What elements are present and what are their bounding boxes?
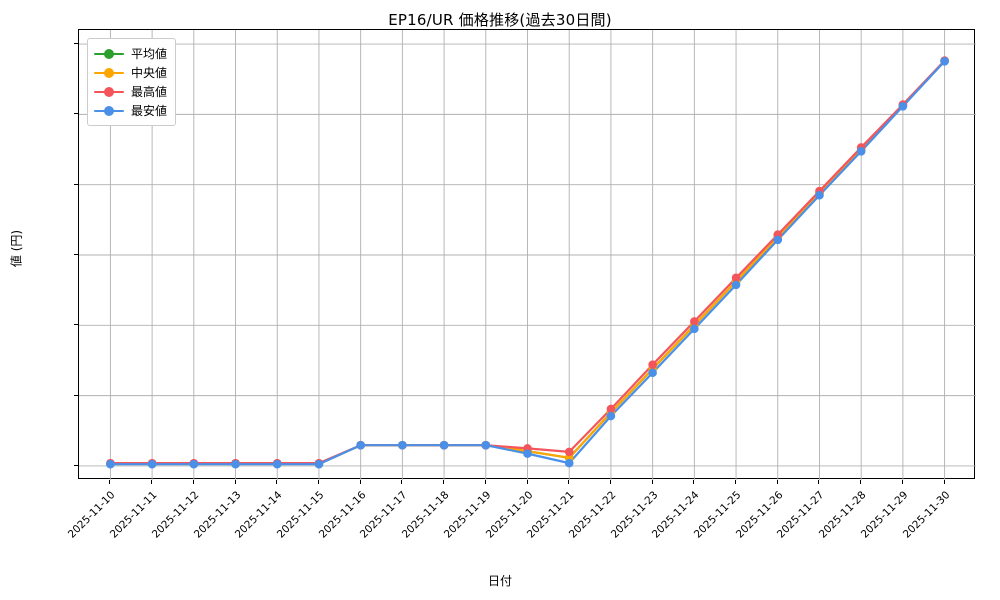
x-tick-mark [234, 480, 236, 484]
y-tick-mark [74, 254, 78, 255]
legend-swatch [94, 67, 124, 79]
legend-label: 中央値 [131, 66, 168, 80]
x-tick-mark [359, 480, 361, 484]
data-point [147, 459, 157, 469]
x-tick-mark [443, 480, 445, 484]
data-point [648, 360, 657, 369]
data-point [731, 280, 741, 290]
y-tick-mark [74, 464, 78, 466]
data-point [648, 368, 657, 378]
legend-marker-dot [104, 86, 114, 97]
data-point [940, 56, 949, 66]
legend-label: 平均値 [131, 47, 168, 61]
x-tick-mark [901, 480, 903, 484]
plot-area [78, 29, 976, 480]
legend-swatch [94, 48, 124, 60]
legend-item[interactable]: 最安値 [94, 101, 167, 120]
chart-legend: 平均値中央値最高値最安値 [87, 38, 177, 126]
data-point [564, 447, 574, 457]
legend-label: 最高値 [131, 85, 168, 99]
y-tick-mark [74, 183, 78, 185]
x-tick-mark [109, 480, 111, 484]
x-tick-mark [401, 480, 403, 484]
chart-title: EP16/UR 価格推移(過去30日間) [388, 11, 612, 29]
data-point [356, 440, 365, 450]
legend-item[interactable]: 中央値 [94, 63, 167, 82]
legend-marker-dot [104, 67, 114, 78]
x-tick-mark [568, 480, 570, 484]
x-tick-mark [735, 480, 737, 484]
y-tick-mark [74, 113, 78, 115]
x-tick-mark [651, 480, 653, 484]
x-tick-mark [526, 480, 528, 484]
x-tick-mark [276, 480, 278, 484]
data-point [564, 458, 574, 468]
x-tick-mark [317, 480, 319, 484]
data-point [231, 459, 240, 469]
data-point [189, 459, 199, 469]
data-point [731, 273, 741, 283]
legend-marker-dot [104, 105, 114, 116]
data-point [856, 146, 866, 156]
y-tick-mark [74, 394, 78, 396]
legend-item[interactable]: 平均値 [94, 44, 167, 63]
x-axis-label: 日付 [487, 574, 512, 588]
data-point [398, 440, 407, 450]
legend-label: 最安値 [131, 104, 168, 118]
y-axis-label: 値 (円) [9, 229, 24, 268]
legend-marker-dot [104, 48, 114, 59]
x-tick-mark [818, 480, 820, 484]
data-point [815, 190, 824, 200]
x-tick-mark [609, 480, 611, 484]
x-tick-mark [693, 480, 695, 484]
legend-swatch [94, 105, 124, 117]
chart-canvas [79, 30, 976, 480]
data-point [773, 235, 783, 245]
data-point [523, 449, 532, 458]
data-point [606, 404, 616, 414]
y-tick-mark [74, 43, 78, 45]
legend-item[interactable]: 最高値 [94, 82, 167, 101]
x-tick-mark [192, 480, 194, 484]
data-point [690, 317, 699, 326]
x-tick-mark [860, 480, 862, 484]
x-tick-mark [776, 480, 778, 484]
x-tick-mark [943, 480, 945, 484]
data-point [481, 440, 491, 450]
data-point [272, 459, 282, 469]
x-tick-mark [151, 480, 153, 484]
data-point [690, 324, 699, 334]
x-tick-mark [484, 480, 486, 484]
data-point [439, 440, 449, 450]
data-point [106, 459, 115, 469]
data-point [314, 459, 324, 469]
data-point [606, 411, 616, 421]
legend-swatch [94, 86, 124, 98]
data-point [898, 101, 908, 111]
y-tick-mark [74, 324, 78, 326]
